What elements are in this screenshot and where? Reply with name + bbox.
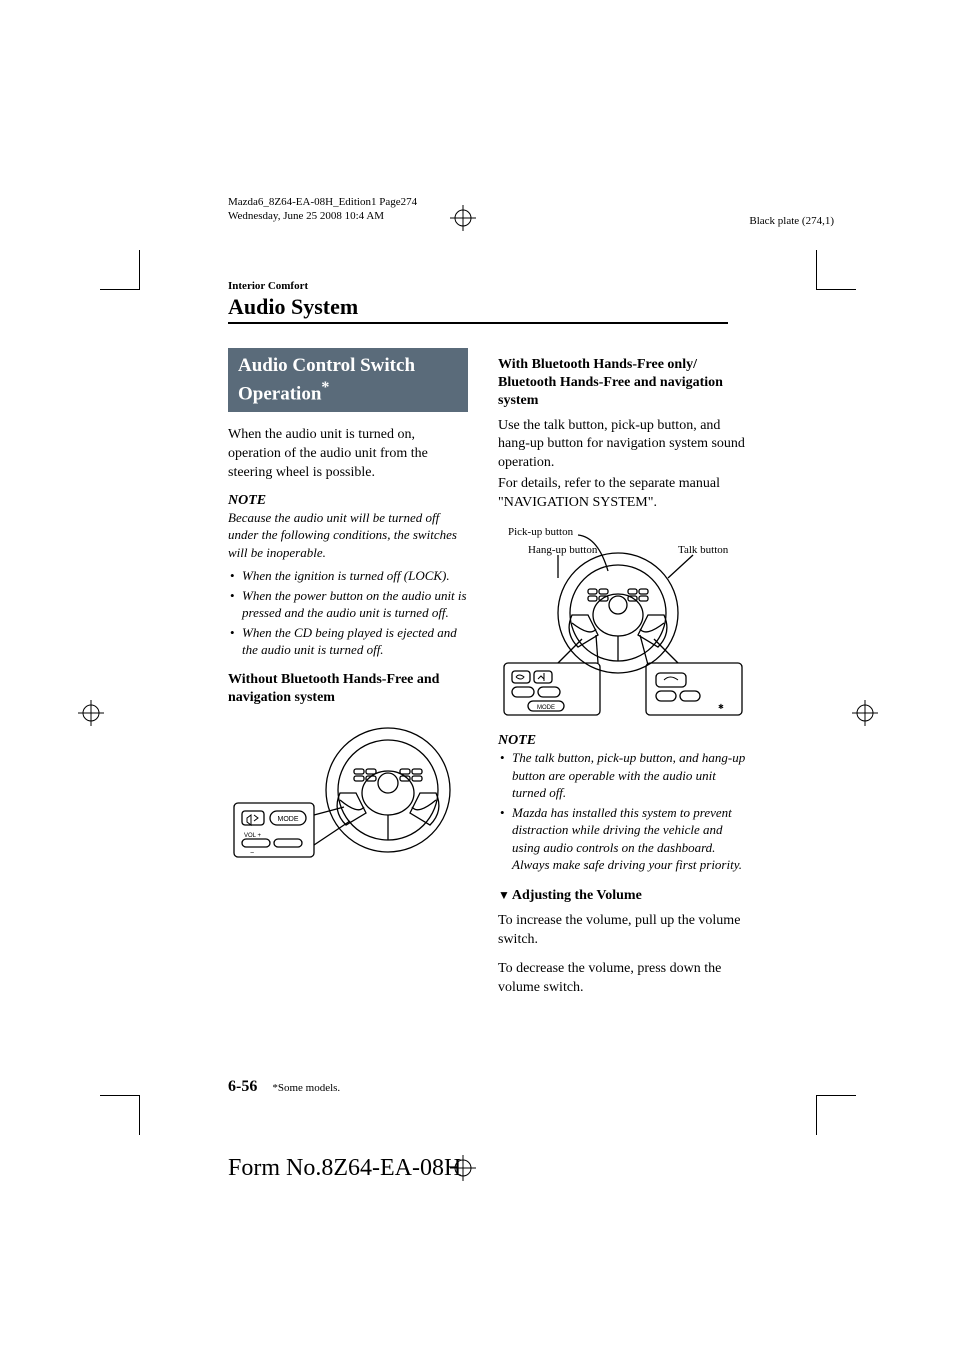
- black-plate-label: Black plate (274,1): [749, 215, 834, 227]
- right-column: With Bluetooth Hands-Free only/ Bluetoot…: [498, 348, 748, 1007]
- bt-paragraph-1: Use the talk button, pick-up button, and…: [498, 417, 748, 474]
- steering-diagram-bt: Pick-up button Hang-up button Talk butto…: [498, 523, 748, 723]
- registration-mark-icon: [78, 700, 104, 726]
- topic-heading: Audio Control Switch Operation*: [228, 348, 468, 412]
- note-item: The talk button, pick-up button, and han…: [498, 749, 748, 802]
- print-header-line2: Wednesday, June 25 2008 10:4 AM: [228, 209, 417, 223]
- svg-text:Talk button: Talk button: [678, 544, 729, 556]
- crop-mark: [816, 250, 856, 290]
- adjust-p2: To decrease the volume, press down the v…: [498, 960, 748, 998]
- bt-paragraph-2: For details, refer to the separate manua…: [498, 475, 748, 513]
- registration-mark-icon: [852, 700, 878, 726]
- note-lead: Because the audio unit will be turned of…: [228, 509, 468, 562]
- svg-text:Pick-up button: Pick-up button: [508, 526, 574, 538]
- steering-diagram-basic: MODE VOL + −: [228, 715, 468, 875]
- note-list: When the ignition is turned off (LOCK). …: [228, 567, 468, 659]
- topic-star: *: [321, 379, 329, 396]
- chapter-label: Interior Comfort: [228, 280, 728, 292]
- footnote-text: Some models.: [278, 1082, 340, 1094]
- print-header-line1: Mazda6_8Z64-EA-08H_Edition1 Page274: [228, 195, 417, 209]
- print-header: Mazda6_8Z64-EA-08H_Edition1 Page274 Wedn…: [228, 195, 417, 224]
- subheading-with-bt: With Bluetooth Hands-Free only/ Bluetoot…: [498, 356, 748, 411]
- svg-text:Hang-up button: Hang-up button: [528, 544, 598, 556]
- svg-text:−: −: [250, 850, 254, 857]
- svg-text:MODE: MODE: [278, 816, 299, 823]
- svg-text:MODE: MODE: [537, 705, 555, 711]
- subheading-without-bt: Without Bluetooth Hands-Free and navigat…: [228, 671, 468, 707]
- note-heading: NOTE: [228, 493, 468, 509]
- note-item: When the CD being played is ejected and …: [228, 624, 468, 659]
- note2-list: The talk button, pick-up button, and han…: [498, 749, 748, 874]
- note-item: Mazda has installed this system to preve…: [498, 804, 748, 874]
- note-item: When the ignition is turned off (LOCK).: [228, 567, 468, 585]
- registration-mark-icon: [450, 205, 476, 231]
- intro-paragraph: When the audio unit is turned on, operat…: [228, 426, 468, 483]
- crop-mark: [100, 250, 140, 290]
- adjust-p1: To increase the volume, pull up the volu…: [498, 912, 748, 950]
- note2-heading: NOTE: [498, 733, 748, 749]
- adjust-heading: Adjusting the Volume: [498, 888, 748, 904]
- svg-text:✱: ✱: [718, 703, 724, 711]
- crop-mark: [816, 1095, 856, 1135]
- section-title: Audio System: [228, 294, 728, 324]
- left-column: Audio Control Switch Operation* When the…: [228, 348, 468, 1007]
- page-footer: 6-56 *Some models.: [228, 1078, 340, 1096]
- note-item: When the power button on the audio unit …: [228, 587, 468, 622]
- svg-text:VOL +: VOL +: [244, 833, 261, 839]
- crop-mark: [100, 1095, 140, 1135]
- page-number: 6-56: [228, 1078, 257, 1095]
- form-number: Form No.8Z64-EA-08H: [228, 1155, 461, 1182]
